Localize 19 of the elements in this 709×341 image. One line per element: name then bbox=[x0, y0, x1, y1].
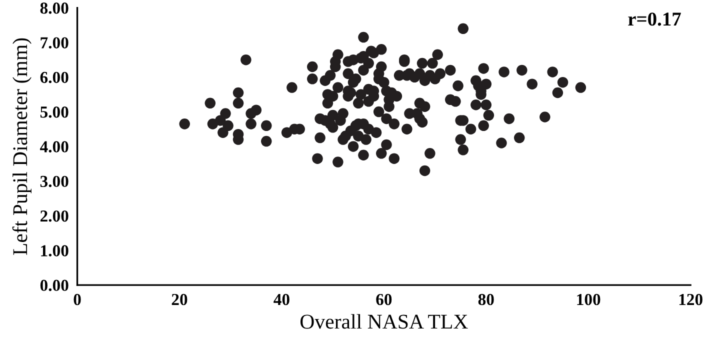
x-tick-label: 20 bbox=[172, 294, 188, 306]
x-axis-title: Overall NASA TLX bbox=[300, 314, 468, 329]
x-tick-label: 0 bbox=[74, 294, 81, 306]
y-tick-label: 3.00 bbox=[40, 176, 68, 188]
y-tick-label: 5.00 bbox=[40, 106, 68, 118]
y-axis-title: Left Pupil Diameter (mm) bbox=[12, 38, 32, 255]
x-tick-label: 120 bbox=[679, 294, 702, 306]
y-tick-label: 0.00 bbox=[40, 280, 68, 292]
annotation: r=0.17 bbox=[628, 12, 681, 26]
y-tick-label: 8.00 bbox=[40, 2, 68, 14]
y-tick-label: 2.00 bbox=[40, 210, 68, 222]
y-tick-label: 6.00 bbox=[40, 72, 68, 84]
y-tick-label: 4.00 bbox=[40, 141, 68, 152]
x-tick-label: 80 bbox=[478, 294, 494, 306]
x-tick-label: 60 bbox=[376, 294, 392, 306]
x-tick-label: 40 bbox=[274, 294, 290, 306]
y-tick-label: 7.00 bbox=[40, 37, 68, 49]
y-tick-label: 1.00 bbox=[41, 245, 68, 256]
x-tick-label: 100 bbox=[577, 294, 600, 306]
